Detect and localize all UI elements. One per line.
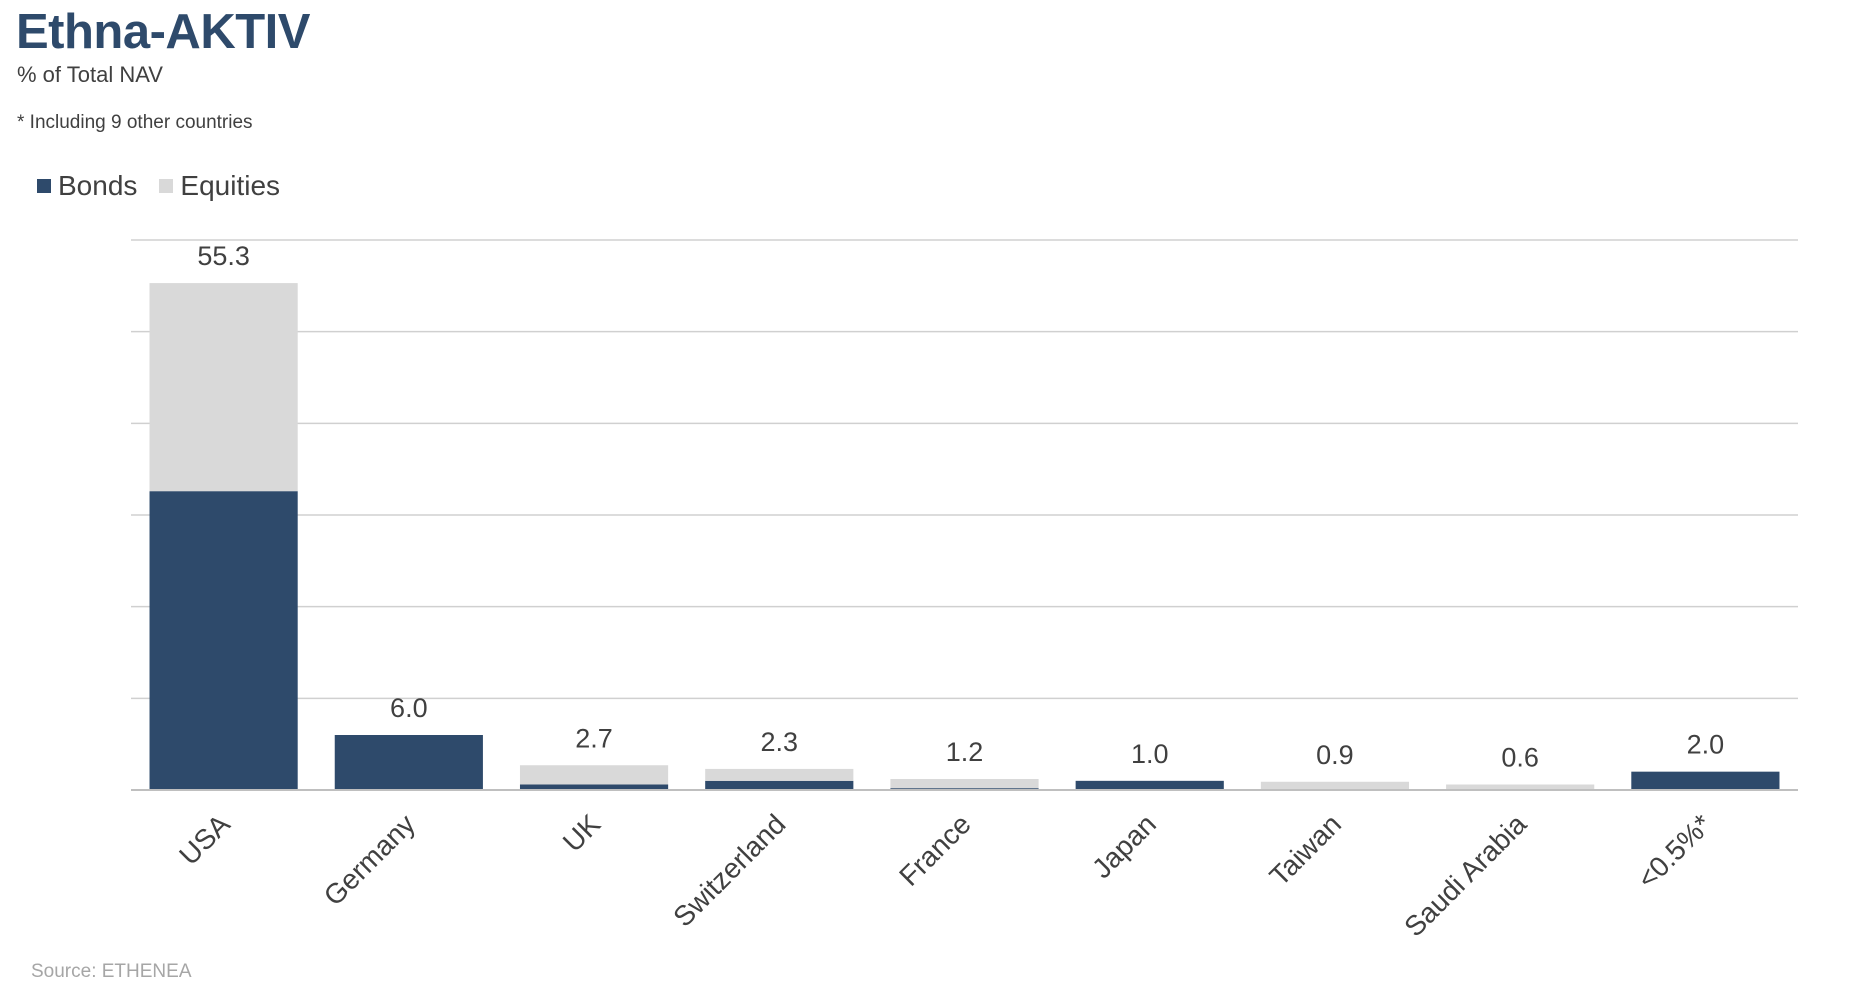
- legend-item-equities: Equities: [159, 170, 280, 202]
- footnote: * Including 9 other countries: [17, 112, 253, 133]
- bar-equities: [519, 765, 669, 785]
- bar-equities: [705, 768, 854, 781]
- bar-bonds: [334, 735, 483, 790]
- bar-bonds: [705, 780, 854, 790]
- bar-bonds: [519, 784, 669, 790]
- legend-swatch-equities: [159, 179, 174, 193]
- chart-subtitle: % of Total NAV: [17, 62, 163, 87]
- x-tick-label: France: [893, 808, 977, 892]
- data-label: 1.2: [946, 737, 984, 767]
- bar-equities: [1260, 781, 1410, 790]
- x-tick-label: Switzerland: [667, 808, 791, 932]
- legend: Bonds Equities: [37, 170, 302, 202]
- data-label: 6.0: [390, 693, 428, 723]
- x-tick-label: Japan: [1086, 808, 1162, 884]
- bar-bonds: [149, 491, 298, 790]
- chart-title: Ethna-AKTIV: [16, 5, 310, 59]
- legend-swatch-bonds: [37, 179, 51, 193]
- bar-bonds: [1631, 771, 1780, 790]
- data-label: 55.3: [197, 241, 250, 271]
- data-label: 0.9: [1316, 740, 1354, 770]
- x-tick-label: UK: [557, 808, 607, 858]
- legend-label-equities: Equities: [180, 170, 281, 201]
- x-tick-label: Saudi Arabia: [1398, 808, 1533, 943]
- bar-bonds: [1075, 780, 1224, 790]
- data-label: 2.3: [761, 727, 799, 757]
- legend-item-bonds: Bonds: [37, 170, 137, 202]
- bar-equities: [149, 283, 298, 492]
- data-label: 1.0: [1131, 739, 1169, 769]
- data-label: 2.7: [575, 723, 613, 753]
- data-label: 2.0: [1687, 730, 1725, 760]
- x-tick-label: <0.5%*: [1631, 808, 1717, 894]
- x-tick-label: USA: [173, 808, 236, 871]
- bar-equities: [1446, 784, 1595, 790]
- source-note: Source: ETHENEA: [31, 961, 192, 982]
- legend-label-bonds: Bonds: [58, 170, 138, 201]
- x-tick-label: Germany: [318, 808, 421, 911]
- data-label: 0.6: [1501, 743, 1539, 773]
- x-tick-label: Taiwan: [1264, 808, 1348, 892]
- bar-equities: [890, 779, 1039, 789]
